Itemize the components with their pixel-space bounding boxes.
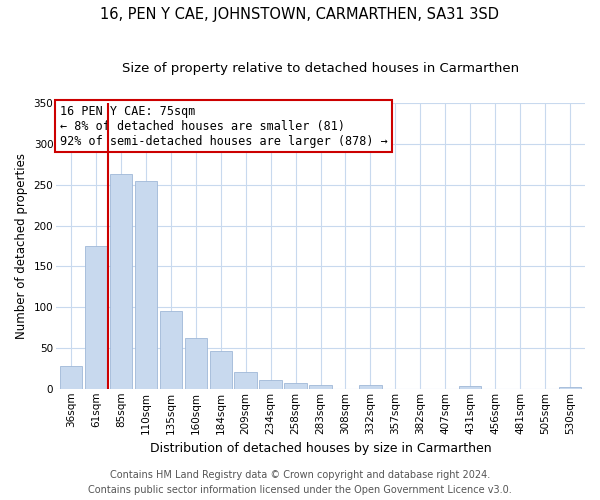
Bar [85, 246, 107, 389]
Bar [60, 366, 82, 389]
Bar [110, 174, 132, 389]
Bar [310, 384, 332, 389]
Bar [359, 386, 382, 389]
X-axis label: Distribution of detached houses by size in Carmarthen: Distribution of detached houses by size … [150, 442, 491, 455]
Text: 16 PEN Y CAE: 75sqm
← 8% of detached houses are smaller (81)
92% of semi-detache: 16 PEN Y CAE: 75sqm ← 8% of detached hou… [60, 104, 388, 148]
Y-axis label: Number of detached properties: Number of detached properties [15, 153, 28, 339]
Text: 16, PEN Y CAE, JOHNSTOWN, CARMARTHEN, SA31 3SD: 16, PEN Y CAE, JOHNSTOWN, CARMARTHEN, SA… [101, 8, 499, 22]
Bar [259, 380, 282, 389]
Text: Contains HM Land Registry data © Crown copyright and database right 2024.
Contai: Contains HM Land Registry data © Crown c… [88, 470, 512, 495]
Bar [185, 338, 207, 389]
Bar [459, 386, 481, 389]
Bar [235, 372, 257, 389]
Bar [284, 383, 307, 389]
Bar [559, 387, 581, 389]
Bar [160, 311, 182, 389]
Bar [134, 180, 157, 389]
Title: Size of property relative to detached houses in Carmarthen: Size of property relative to detached ho… [122, 62, 519, 76]
Bar [209, 351, 232, 389]
